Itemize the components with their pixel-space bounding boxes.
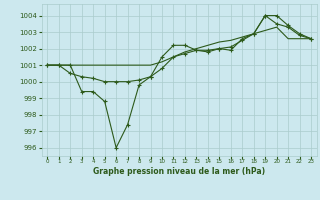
X-axis label: Graphe pression niveau de la mer (hPa): Graphe pression niveau de la mer (hPa)	[93, 167, 265, 176]
